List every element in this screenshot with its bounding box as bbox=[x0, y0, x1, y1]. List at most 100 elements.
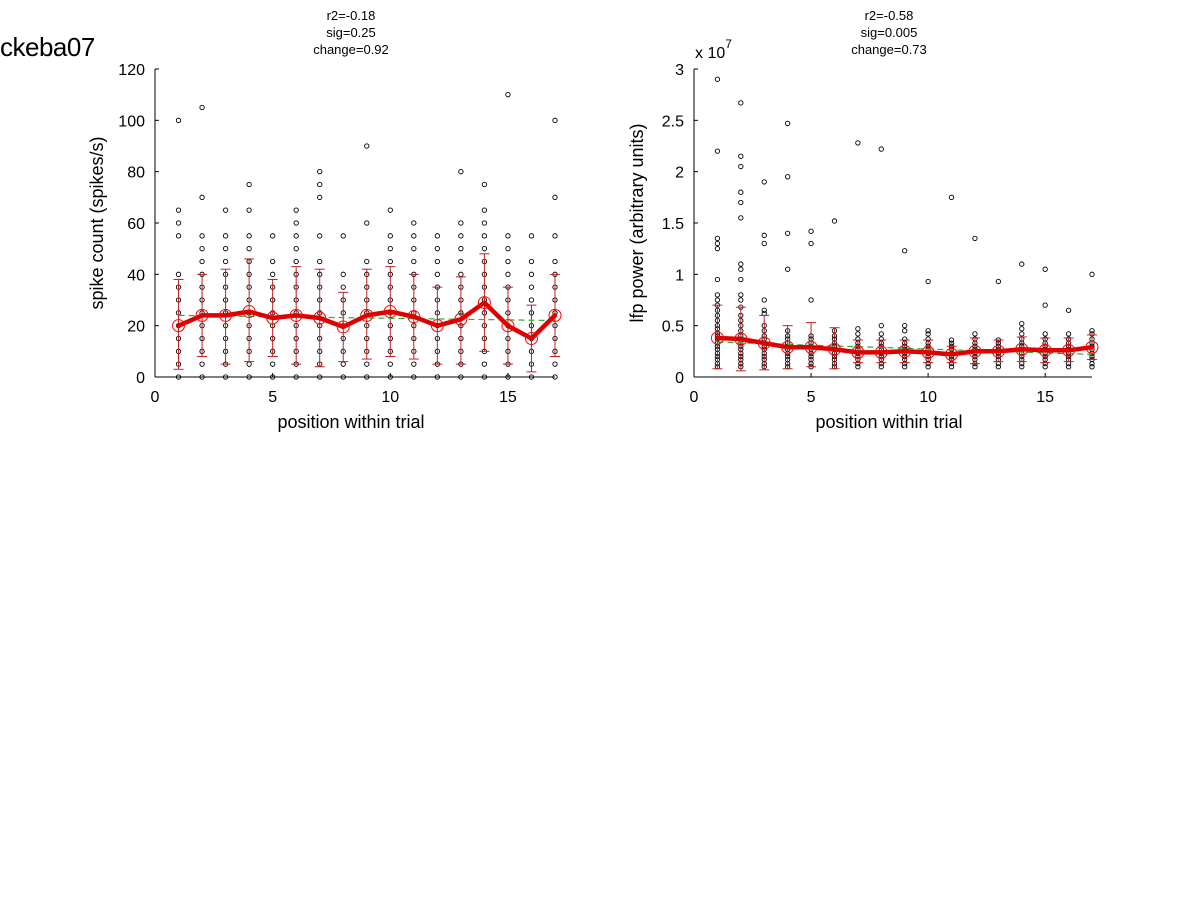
mean-marker bbox=[1038, 343, 1052, 357]
data-point bbox=[738, 297, 744, 303]
data-point bbox=[340, 374, 346, 380]
data-point bbox=[714, 235, 721, 242]
y-tick-label: 100 bbox=[118, 113, 145, 130]
data-point bbox=[738, 261, 744, 267]
data-point bbox=[458, 233, 464, 239]
data-point bbox=[246, 246, 252, 252]
data-point bbox=[481, 220, 488, 226]
data-point bbox=[714, 148, 721, 154]
mean-marker bbox=[266, 311, 280, 325]
mean-marker bbox=[195, 308, 209, 322]
data-point bbox=[364, 143, 370, 149]
data-point bbox=[855, 364, 861, 370]
data-point bbox=[1019, 320, 1025, 327]
data-point bbox=[831, 218, 838, 224]
data-point bbox=[364, 374, 370, 380]
data-point bbox=[387, 258, 393, 265]
data-point bbox=[175, 271, 182, 277]
x-tick-label: 5 bbox=[807, 389, 816, 406]
y-multiplier-exponent: 7 bbox=[725, 37, 732, 51]
data-point bbox=[1065, 364, 1072, 370]
data-point bbox=[411, 246, 417, 252]
data-point bbox=[995, 364, 1002, 370]
mean-line bbox=[176, 300, 558, 341]
data-point bbox=[972, 364, 978, 370]
data-point bbox=[340, 284, 346, 290]
mean-marker bbox=[968, 344, 982, 358]
mean-marker bbox=[804, 340, 818, 354]
data-point bbox=[411, 233, 417, 239]
data-point bbox=[505, 374, 511, 380]
data-point bbox=[714, 297, 721, 303]
data-point bbox=[1019, 326, 1025, 332]
data-point bbox=[528, 258, 535, 265]
data-point bbox=[269, 271, 276, 277]
x-tick-label: 0 bbox=[151, 389, 160, 406]
data-point bbox=[411, 361, 417, 367]
data-point bbox=[1019, 364, 1025, 370]
mean-marker bbox=[1085, 340, 1099, 354]
y-multiplier-base: x 10 bbox=[695, 45, 725, 62]
chart-title-line-3: change=0.73 bbox=[851, 42, 927, 57]
data-point bbox=[738, 189, 744, 195]
data-point bbox=[505, 258, 511, 265]
data-point bbox=[269, 374, 276, 380]
data-point bbox=[317, 169, 323, 175]
mean-marker bbox=[407, 310, 421, 324]
chart-title-line-3: change=0.92 bbox=[313, 42, 389, 57]
data-point bbox=[528, 271, 535, 277]
x-axis-label: position within trial bbox=[815, 412, 962, 432]
data-point bbox=[269, 361, 276, 367]
mean-marker bbox=[219, 308, 233, 322]
regression-fit-line bbox=[178, 314, 556, 322]
data-point bbox=[434, 246, 441, 252]
data-point bbox=[738, 100, 744, 106]
mean-marker bbox=[827, 342, 841, 356]
data-point bbox=[902, 323, 908, 329]
data-point bbox=[340, 361, 346, 367]
data-point bbox=[972, 331, 978, 337]
data-point bbox=[1042, 331, 1048, 337]
y-multiplier-label: x 107 bbox=[695, 37, 732, 62]
data-point bbox=[505, 233, 511, 239]
data-point bbox=[481, 181, 488, 188]
data-point bbox=[784, 120, 791, 127]
x-tick-label: 15 bbox=[499, 389, 517, 406]
data-point bbox=[714, 240, 721, 247]
data-point bbox=[175, 220, 182, 226]
data-point bbox=[855, 140, 861, 146]
data-point bbox=[1019, 261, 1025, 267]
y-tick-label: 40 bbox=[127, 267, 145, 284]
data-point bbox=[364, 361, 370, 367]
data-point bbox=[434, 374, 441, 380]
data-point bbox=[340, 233, 346, 239]
data-point bbox=[364, 220, 370, 226]
data-point bbox=[199, 233, 205, 239]
mean-marker bbox=[1015, 342, 1029, 356]
mean-marker bbox=[710, 331, 724, 345]
data-point bbox=[784, 266, 791, 272]
data-point bbox=[293, 207, 299, 213]
mean-line bbox=[715, 335, 1095, 357]
chart-title-line-1: r2=-0.58 bbox=[865, 8, 914, 23]
data-point bbox=[1089, 271, 1095, 277]
data-point bbox=[505, 271, 511, 277]
data-point bbox=[902, 248, 908, 254]
data-point bbox=[878, 364, 884, 370]
data-point bbox=[458, 246, 464, 252]
data-point bbox=[878, 146, 884, 152]
data-point bbox=[175, 374, 182, 380]
data-point bbox=[269, 233, 276, 239]
mean-marker bbox=[898, 344, 912, 358]
data-point bbox=[552, 194, 558, 200]
data-point bbox=[458, 271, 464, 277]
data-point bbox=[1042, 302, 1048, 308]
data-point bbox=[458, 374, 464, 380]
mean-marker bbox=[454, 312, 468, 326]
data-point bbox=[948, 337, 955, 343]
data-point bbox=[411, 258, 417, 265]
data-point bbox=[948, 194, 955, 200]
data-point bbox=[317, 374, 323, 380]
data-point bbox=[948, 340, 955, 346]
data-point bbox=[784, 174, 791, 180]
